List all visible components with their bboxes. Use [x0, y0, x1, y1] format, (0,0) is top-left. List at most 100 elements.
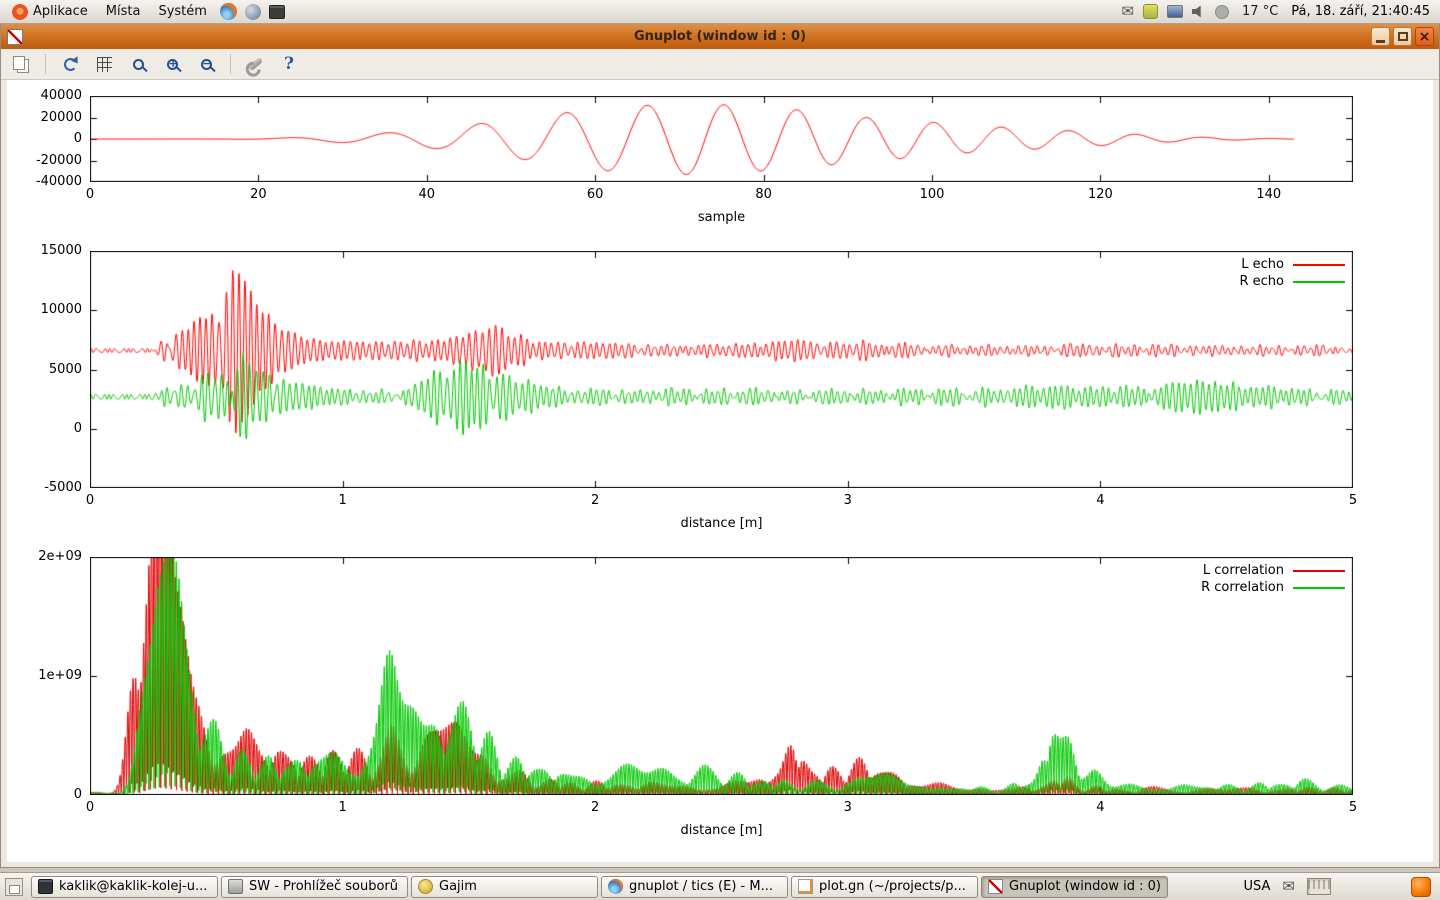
chart-canvas-2	[90, 251, 1353, 488]
y-tick-label: -40000	[35, 174, 82, 189]
taskbar-button[interactable]: Gnuplot (window id : 0)	[981, 875, 1168, 898]
x-axis-label: distance [m]	[680, 516, 763, 531]
x-tick-label: 2	[591, 800, 600, 815]
x-axis-label: sample	[697, 210, 746, 225]
taskbar-button[interactable]: Gajim	[411, 875, 598, 898]
taskbar-button[interactable]: SW - Prohlížeč souborů	[221, 875, 408, 898]
keyboard-icon[interactable]	[1307, 878, 1331, 895]
volume-icon[interactable]	[1192, 5, 1201, 18]
taskbar-button[interactable]: kaklik@kaklik-kolej-u...	[31, 875, 218, 898]
weather-icon[interactable]	[1215, 4, 1230, 19]
gnuplot-window-icon	[7, 28, 23, 45]
copy-to-clipboard-button[interactable]	[9, 52, 33, 76]
legend-line-sample	[1293, 263, 1345, 266]
mail-tray-icon[interactable]	[1282, 879, 1295, 894]
wrench-icon	[247, 56, 263, 72]
y-tick-label: 20000	[40, 109, 82, 125]
x-axis-label: distance [m]	[680, 823, 763, 838]
configure-button[interactable]	[243, 52, 267, 76]
clock-label[interactable]: Pá, 18. září, 21:40:45	[1291, 4, 1430, 19]
display-icon[interactable]	[1167, 5, 1184, 18]
legend-label: R correlation	[1201, 580, 1284, 595]
window-titlebar[interactable]: Gnuplot (window id : 0)	[1, 24, 1439, 49]
zoom-fit-button[interactable]	[126, 52, 150, 76]
legend-label: L echo	[1241, 257, 1284, 272]
legend-entry: R correlation	[1113, 580, 1345, 595]
y-tick-label: 0	[73, 787, 82, 802]
mail-icon[interactable]	[1121, 4, 1134, 19]
maximize-button[interactable]	[1393, 27, 1412, 46]
firefox-icon	[608, 879, 623, 894]
menu-applications-label: Aplikace	[33, 4, 88, 19]
y-tick-label: 40000	[40, 88, 82, 103]
y-tick-label: 2e+09	[38, 549, 82, 564]
update-notifier-icon[interactable]	[1411, 876, 1431, 897]
close-button[interactable]	[1415, 27, 1434, 46]
grid-toggle-button[interactable]	[92, 52, 116, 76]
user-switcher-icon[interactable]	[1143, 4, 1159, 19]
y-tick-label: 1e+09	[38, 668, 82, 683]
terminal-icon	[38, 879, 53, 894]
zoom-in-button[interactable]	[160, 52, 184, 76]
grid-icon	[96, 56, 112, 72]
legend-label: L correlation	[1202, 563, 1284, 578]
keyboard-layout-indicator[interactable]: USA	[1243, 879, 1271, 894]
zoom-fit-icon	[132, 58, 144, 70]
temperature-label: 17 °C	[1242, 4, 1279, 19]
legend-line-sample	[1293, 586, 1345, 589]
taskbar-button-label: gnuplot / tics (E) - M...	[629, 879, 773, 894]
copy-icon	[13, 56, 25, 70]
x-tick-label: 100	[919, 187, 945, 202]
x-tick-label: 3	[843, 493, 852, 508]
x-tick-label: 0	[85, 493, 95, 508]
gnuplot-window: Gnuplot (window id : 0) ? 02040608010012…	[0, 24, 1440, 868]
menu-places[interactable]: Místa	[98, 2, 149, 21]
taskbar: kaklik@kaklik-kolej-u... SW - Prohlížeč s…	[0, 872, 1440, 900]
menu-system[interactable]: Systém	[150, 2, 214, 21]
help-button[interactable]: ?	[284, 54, 294, 74]
legend-line-sample	[1293, 569, 1345, 572]
help-browser-launcher-icon[interactable]	[244, 3, 261, 20]
gnuplot-icon	[988, 879, 1003, 894]
x-tick-label: 0	[85, 187, 95, 202]
legend-line-sample	[1293, 280, 1345, 283]
y-tick-label: -5000	[44, 480, 82, 495]
y-tick-label: -20000	[35, 152, 82, 168]
x-tick-label: 4	[1096, 800, 1105, 815]
ubuntu-logo-icon	[12, 3, 28, 20]
y-tick-label: 5000	[48, 361, 82, 377]
replot-icon	[63, 57, 77, 71]
x-tick-label: 5	[1348, 493, 1358, 508]
firefox-launcher-icon[interactable]	[219, 3, 237, 20]
x-tick-label: 0	[85, 800, 95, 815]
taskbar-button[interactable]: gnuplot / tics (E) - M...	[601, 875, 788, 898]
minimize-button[interactable]	[1371, 27, 1390, 46]
x-tick-label: 5	[1348, 800, 1358, 815]
legend-entry: L correlation	[1113, 563, 1345, 578]
menu-places-label: Místa	[105, 4, 141, 19]
legend-label: R echo	[1239, 274, 1284, 289]
replot-button[interactable]	[58, 52, 82, 76]
window-controls	[1371, 27, 1434, 46]
terminal-launcher-icon[interactable]	[268, 4, 285, 19]
zoom-out-button[interactable]	[194, 52, 218, 76]
x-tick-label: 20	[250, 187, 267, 202]
x-tick-label: 40	[418, 187, 436, 202]
taskbar-button-label: SW - Prohlížeč souborů	[249, 879, 399, 894]
show-desktop-button[interactable]	[5, 877, 23, 896]
toolbar-separator	[230, 54, 231, 74]
menu-applications[interactable]: Aplikace	[4, 2, 96, 22]
y-tick-label: 15000	[40, 243, 82, 258]
x-tick-label: 2	[591, 493, 600, 508]
y-tick-label: 0	[73, 131, 82, 146]
plot-surface: 0 20 40 60 80 100 120 140 -40000 -20000 0 20000 4000…	[7, 80, 1433, 862]
x-tick-label: 1	[338, 800, 347, 815]
taskbar-tray: USA	[1243, 876, 1435, 897]
x-tick-label: 3	[843, 800, 852, 815]
gajim-icon	[418, 879, 433, 894]
y-tick-label: 0	[73, 420, 82, 436]
editor-icon	[798, 879, 813, 894]
taskbar-button[interactable]: plot.gn (~/projects/p...	[791, 875, 978, 898]
x-tick-label: 140	[1256, 187, 1282, 202]
